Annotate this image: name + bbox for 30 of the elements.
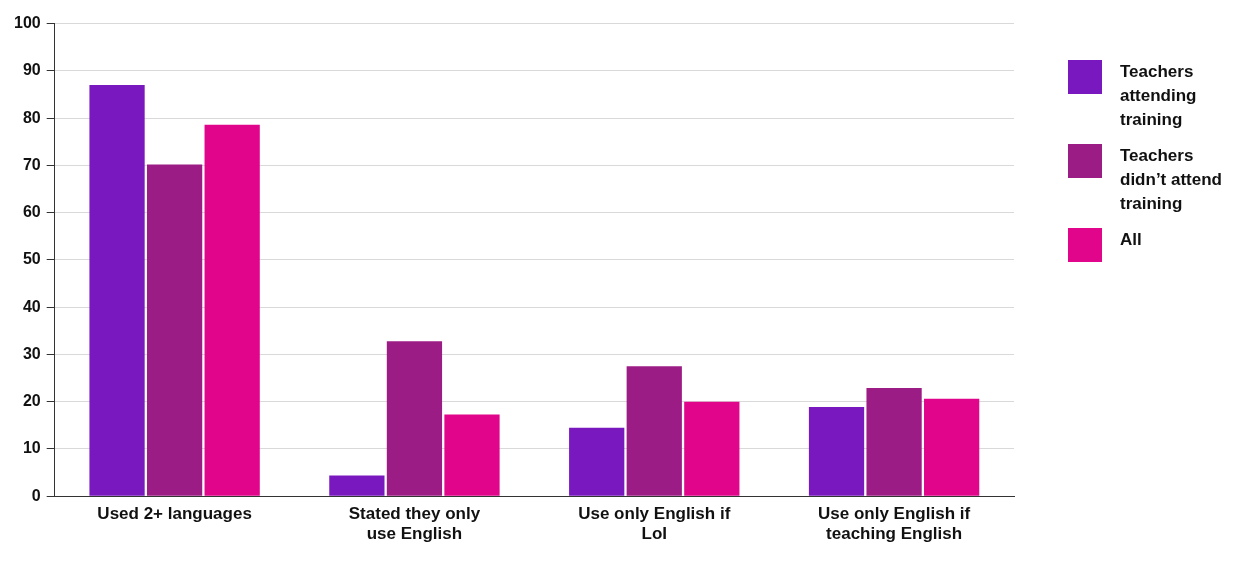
y-tick-label: 60 <box>22 203 41 221</box>
bar <box>808 406 865 496</box>
bar <box>569 427 625 496</box>
bar <box>626 366 682 496</box>
x-tick-label: Use only English if teaching English <box>818 504 971 544</box>
bar <box>684 401 740 496</box>
bar <box>386 341 443 496</box>
bar <box>329 475 385 496</box>
y-tick-label: 90 <box>22 61 41 79</box>
y-tick-label: 10 <box>22 439 41 457</box>
y-tick-label: 100 <box>13 14 41 32</box>
bar <box>204 124 260 496</box>
legend-label: All <box>1120 229 1142 251</box>
legend-label: Teachers didn’t attend training <box>1120 145 1223 215</box>
y-tick-label: 30 <box>22 344 41 362</box>
y-tick-label: 40 <box>22 297 41 315</box>
bar <box>146 164 203 496</box>
bar <box>89 85 145 496</box>
y-tick-label: 0 <box>31 486 41 504</box>
y-tick-label: 70 <box>22 155 41 173</box>
x-tick-label: Used 2+ languages <box>97 504 252 524</box>
y-tick-label: 20 <box>22 392 41 410</box>
x-tick-label: Stated they only use English <box>348 504 481 544</box>
legend-label: Teachers attending training <box>1120 61 1198 131</box>
x-tick-label: Use only English if LoI <box>578 504 731 544</box>
y-tick-label: 80 <box>22 108 41 126</box>
bar <box>866 387 922 496</box>
bar <box>444 414 500 496</box>
bar <box>924 398 980 496</box>
y-tick-label: 50 <box>22 250 41 268</box>
